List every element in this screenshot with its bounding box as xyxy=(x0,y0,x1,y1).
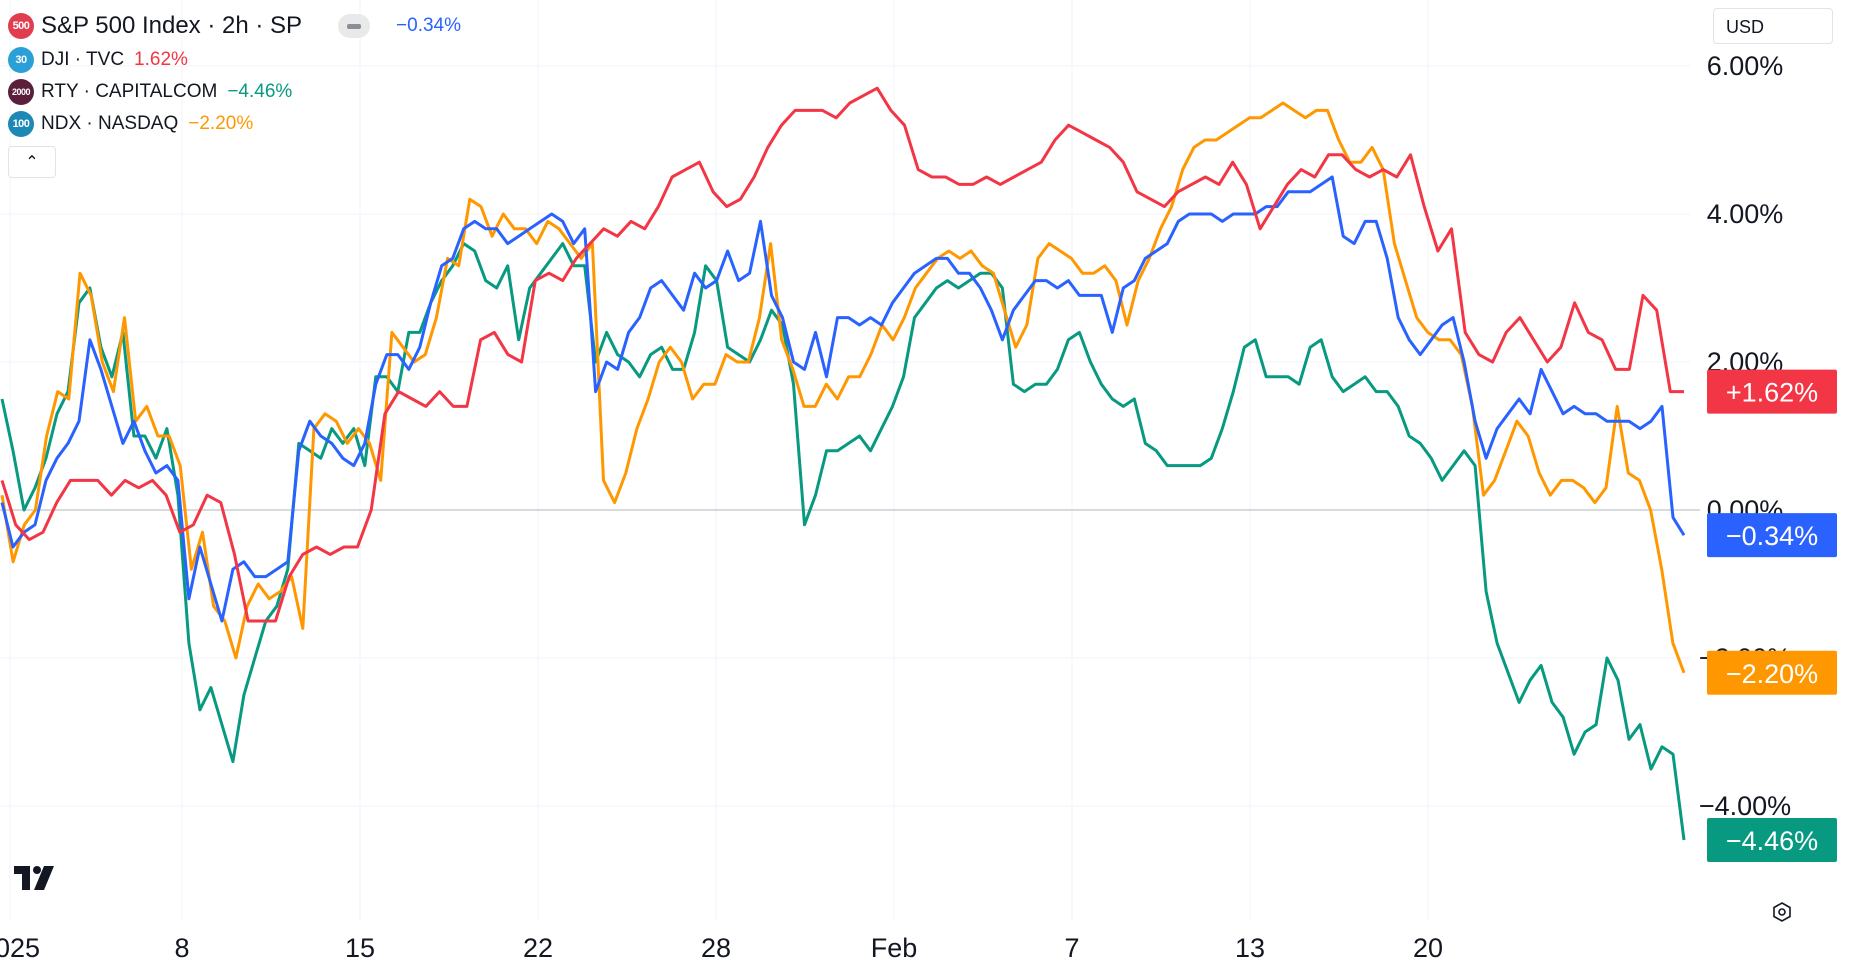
legend-main-row[interactable]: 500 S&P 500 Index · 2h · SP −0.34% xyxy=(8,8,461,44)
legend-item[interactable]: 100 NDX · NASDAQ −2.20% xyxy=(8,108,461,140)
tradingview-logo-icon xyxy=(14,866,54,890)
legend-badge: 30 xyxy=(8,47,34,73)
legend-item-value: −2.20% xyxy=(188,113,254,134)
legend-main-label: S&P 500 Index · 2h · SP xyxy=(41,12,303,39)
end-label: −4.46% xyxy=(1707,818,1837,863)
collapse-legend-button[interactable]: ⌃ xyxy=(8,146,56,178)
legend-item-label: RTY · CAPITALCOM xyxy=(41,81,218,102)
chevron-up-icon: ⌃ xyxy=(25,154,39,171)
legend-item[interactable]: 2000 RTY · CAPITALCOM −4.46% xyxy=(8,76,461,108)
x-tick-label: 7 xyxy=(1064,933,1079,963)
y-tick-label: 4.00% xyxy=(1707,199,1784,229)
x-tick-label: 15 xyxy=(345,933,375,963)
y-tick-label: −4.00% xyxy=(1699,791,1791,821)
currency-selector[interactable]: USD xyxy=(1713,8,1833,44)
legend-badge-main: 500 xyxy=(8,13,34,39)
legend-main-value: −0.34% xyxy=(396,15,462,36)
x-tick-label: Feb xyxy=(871,933,918,963)
end-label-text: −2.20% xyxy=(1726,659,1818,689)
series-line-dji[interactable] xyxy=(0,86,1684,623)
x-tick-label: 20 xyxy=(1413,933,1443,963)
legend-item-label: NDX · NASDAQ xyxy=(41,113,179,134)
end-label-text: −4.46% xyxy=(1726,826,1818,856)
legend-badge: 100 xyxy=(8,111,34,137)
series-line-s-p-500[interactable] xyxy=(0,175,1686,623)
legend-item-value: −4.46% xyxy=(227,81,293,102)
y-axis[interactable]: 6.00%4.00%2.00%0.00%−2.00%−4.00% xyxy=(1699,51,1791,821)
end-label: +1.62% xyxy=(1707,369,1837,414)
y-tick-label: 6.00% xyxy=(1707,51,1784,81)
x-tick-label: 28 xyxy=(701,933,731,963)
x-tick-label: 2025 xyxy=(0,933,40,963)
x-tick-label: 8 xyxy=(174,933,189,963)
settings-icon[interactable] xyxy=(1770,900,1794,924)
end-label-text: +1.62% xyxy=(1726,378,1818,408)
horizontal-gridlines xyxy=(0,65,1690,807)
legend-item[interactable]: 30 DJI · TVC 1.62% xyxy=(8,44,461,76)
legend: 500 S&P 500 Index · 2h · SP −0.34% 30 DJI… xyxy=(8,8,461,178)
x-tick-label: 22 xyxy=(523,933,553,963)
legend-item-value: 1.62% xyxy=(134,49,188,70)
legend-status-pill[interactable] xyxy=(338,14,371,38)
series-layer xyxy=(0,86,1686,841)
series-line-rty[interactable] xyxy=(0,242,1686,841)
minus-icon xyxy=(347,23,362,29)
end-label: −2.20% xyxy=(1707,650,1837,695)
x-axis[interactable]: 2025 8 15 22 28 Feb 7 13 20 xyxy=(0,933,1443,963)
end-labels: +1.62% −0.34% −2.20% −4.46% xyxy=(1707,369,1837,863)
end-label-text: −0.34% xyxy=(1726,521,1818,551)
end-label: −0.34% xyxy=(1707,513,1837,558)
x-tick-label: 13 xyxy=(1235,933,1265,963)
series-line-ndx[interactable] xyxy=(0,101,1686,674)
legend-item-label: DJI · TVC xyxy=(41,49,125,70)
legend-badge: 2000 xyxy=(8,79,34,105)
